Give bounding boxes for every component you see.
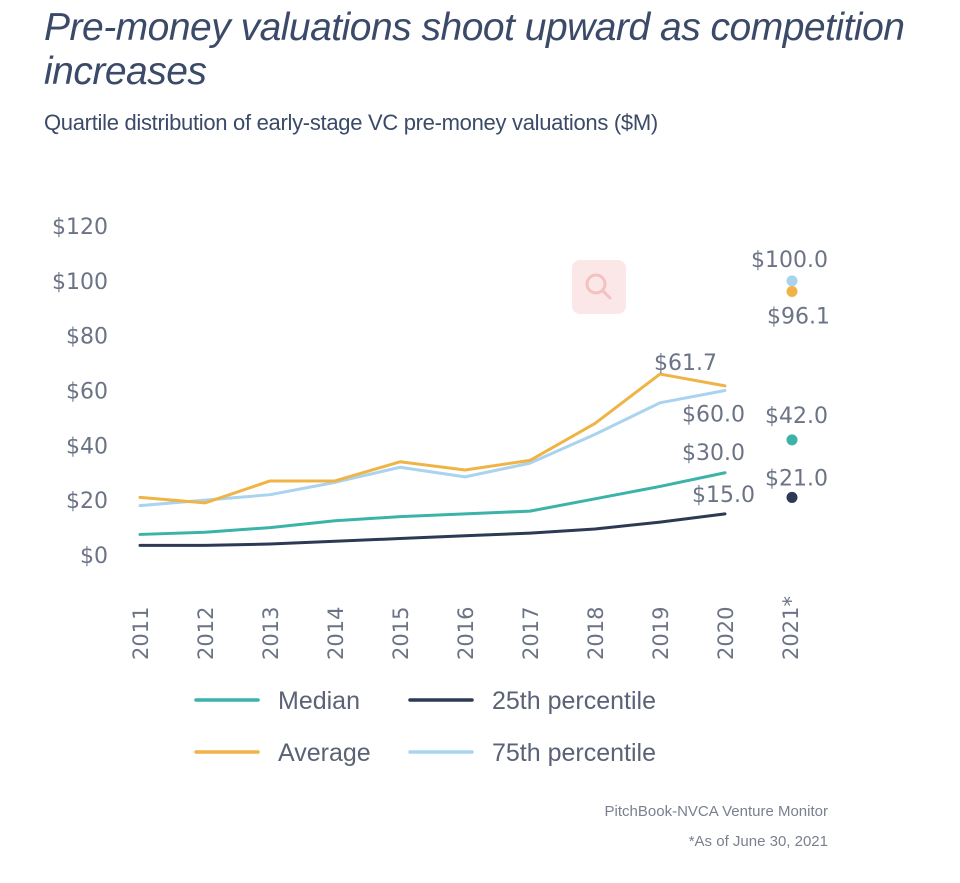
p25-2021-point (786, 491, 798, 503)
y-tick-label: $100 (52, 270, 108, 295)
search-icon-badge (572, 260, 626, 314)
footnote-text: *As of June 30, 2021 (688, 833, 828, 850)
data-label-p75-2020: $60.0 (682, 403, 745, 428)
legend-item-p75: 75th percentile (408, 739, 656, 767)
x-tick-label: 2016 (454, 607, 478, 660)
legend-label-median: Median (278, 687, 360, 715)
data-label-average-2021: $96.1 (767, 305, 830, 330)
x-tick-label: 2012 (194, 607, 218, 660)
x-tick-label: 2020 (714, 607, 738, 660)
x-tick-label: 2015 (389, 607, 413, 660)
data-labels: $61.7 $60.0 $30.0 $15.0 $100.0 $96.1 $42.0 $21.… (654, 248, 830, 508)
median-line (138, 471, 727, 536)
x-axis: 2011 2012 2013 2014 2015 2016 2017 2018 2019 2020… (129, 596, 803, 660)
y-tick-label: $60 (66, 380, 108, 405)
y-tick-label: $120 (52, 215, 108, 240)
search-icon (585, 273, 612, 300)
x-tick-label: 2021* (779, 596, 803, 660)
legend-item-average: Average (194, 739, 371, 767)
p75-2021-point (786, 275, 798, 287)
y-tick-label: $0 (80, 544, 108, 569)
legend-item-p25: 25th percentile (408, 687, 656, 715)
x-tick-label: 2011 (129, 607, 153, 660)
y-tick-label: $20 (66, 489, 108, 514)
legend-label-average: Average (278, 739, 371, 767)
legend: Median 25th percentile Average 75th percent… (194, 687, 656, 767)
source-note: PitchBook-NVCA Venture Monitor *As of Ju… (605, 797, 828, 857)
data-label-p25-2020: $15.0 (692, 483, 755, 508)
p25-line (138, 512, 727, 547)
chart-title: Pre-money valuations shoot upward as com… (44, 6, 905, 93)
data-label-average-2020: $61.7 (654, 351, 717, 376)
x-tick-label: 2017 (519, 607, 543, 660)
chart-subtitle: Quartile distribution of early-stage VC … (44, 110, 658, 135)
y-tick-label: $40 (66, 434, 108, 459)
p75-line (138, 389, 727, 508)
y-tick-label: $80 (66, 325, 108, 350)
y-axis: $0 $20 $40 $60 $80 $100 $120 (52, 215, 108, 569)
series-2021-points (786, 275, 798, 503)
data-label-p25-2021: $21.0 (765, 466, 828, 491)
data-label-p75-2021: $100.0 (751, 248, 828, 273)
x-tick-label: 2018 (584, 607, 608, 660)
median-2021-point (786, 434, 798, 446)
x-tick-label: 2014 (324, 607, 348, 660)
x-tick-label: 2013 (259, 607, 283, 660)
legend-label-p75: 75th percentile (492, 739, 656, 767)
data-label-median-2021: $42.0 (765, 404, 828, 429)
source-text: PitchBook-NVCA Venture Monitor (604, 803, 828, 820)
data-label-median-2020: $30.0 (682, 441, 745, 466)
x-tick-label: 2019 (649, 607, 673, 660)
legend-item-median: Median (194, 687, 360, 715)
average-2021-point (786, 286, 798, 298)
legend-label-p25: 25th percentile (492, 687, 656, 715)
average-line (138, 372, 727, 505)
series-lines (138, 372, 727, 547)
